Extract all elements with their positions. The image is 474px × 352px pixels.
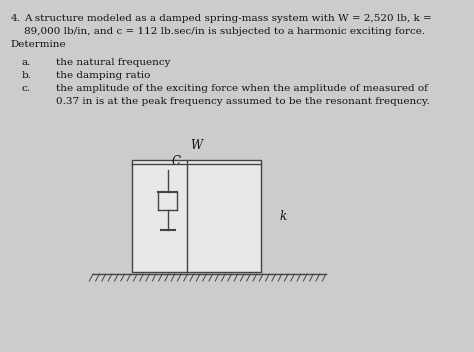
Text: 0.37 in is at the peak frequency assumed to be the resonant frequency.: 0.37 in is at the peak frequency assumed… xyxy=(56,97,430,106)
Text: the damping ratio: the damping ratio xyxy=(56,71,151,80)
Text: 4.: 4. xyxy=(10,14,20,23)
Text: the natural frequency: the natural frequency xyxy=(56,58,171,67)
Text: Determine: Determine xyxy=(10,40,66,49)
Text: k: k xyxy=(280,209,287,222)
Bar xyxy=(132,160,261,272)
Text: c.: c. xyxy=(22,84,31,93)
Text: A structure modeled as a damped spring-mass system with W = 2,520 lb, k =: A structure modeled as a damped spring-m… xyxy=(24,14,432,23)
Text: 89,000 lb/in, and c = 112 lb.sec/in is subjected to a harmonic exciting force.: 89,000 lb/in, and c = 112 lb.sec/in is s… xyxy=(24,27,426,36)
Text: C: C xyxy=(171,155,180,168)
Text: b.: b. xyxy=(22,71,32,80)
Text: the amplitude of the exciting force when the amplitude of measured of: the amplitude of the exciting force when… xyxy=(56,84,428,93)
Text: a.: a. xyxy=(22,58,31,67)
Text: W: W xyxy=(191,139,202,152)
